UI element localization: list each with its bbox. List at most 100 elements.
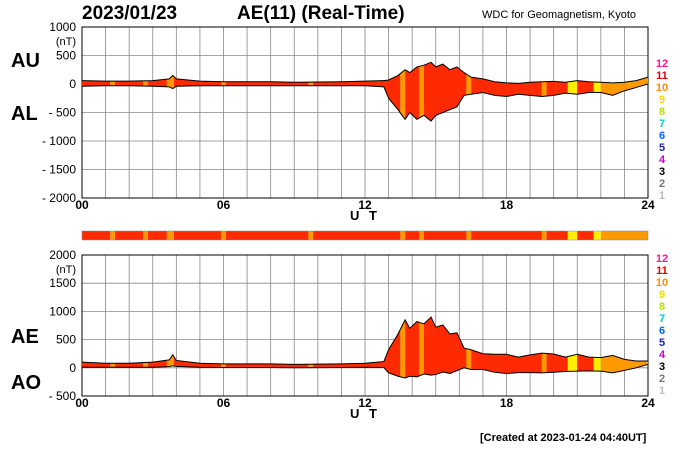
area-fill-segment xyxy=(166,317,174,378)
y-tick-label: 500 xyxy=(56,49,76,63)
level-legend-label: 1 xyxy=(659,385,665,397)
x-tick-label: 06 xyxy=(217,396,231,410)
x-axis-label: U T xyxy=(350,208,380,223)
y-tick-label: 500 xyxy=(56,333,76,347)
area-fill-segment xyxy=(173,317,222,378)
y-tick-label: - 500 xyxy=(49,389,77,403)
level-legend-label: 6 xyxy=(659,130,665,142)
area-fill-segment xyxy=(400,62,406,122)
indicator-segment xyxy=(313,231,401,240)
area-fill-segment xyxy=(593,317,601,378)
indicator-segment xyxy=(593,231,601,240)
area-fill-segment xyxy=(593,62,601,122)
indicator-segment xyxy=(471,231,542,240)
ao-series-line xyxy=(82,363,649,379)
level-legend-label: 2 xyxy=(659,373,665,385)
source-label: WDC for Geomagnetism, Kyoto xyxy=(482,9,637,21)
plot-frame xyxy=(81,254,649,397)
created-timestamp: [Created at 2023-01-24 04:40UT] xyxy=(480,432,647,444)
indicator-segment xyxy=(541,231,547,240)
area-fill-segment xyxy=(225,317,309,378)
level-legend-label: 7 xyxy=(659,313,665,325)
indicator-segment xyxy=(423,231,467,240)
level-legend-label: 4 xyxy=(659,154,666,166)
level-legend-label: 1 xyxy=(659,190,665,202)
indicator-segment xyxy=(567,231,578,240)
y-tick-label: 2000 xyxy=(49,248,76,262)
area-fill-segment xyxy=(419,317,424,378)
indicator-segment xyxy=(82,231,111,240)
x-tick-label: 24 xyxy=(641,198,655,212)
indicator-segment xyxy=(600,231,648,240)
area-fill-segment xyxy=(405,62,420,122)
indicator-segment xyxy=(466,231,472,240)
indicator-segment xyxy=(221,231,226,240)
ae-label: AE xyxy=(11,326,39,348)
area-fill-segment xyxy=(110,317,116,378)
area-fill-segment xyxy=(577,317,594,378)
area-fill-segment xyxy=(400,317,406,378)
indicator-segment xyxy=(577,231,594,240)
area-fill-segment xyxy=(567,317,578,378)
y-tick-label: - 2000 xyxy=(42,191,76,205)
x-tick-label: 12 xyxy=(358,198,372,212)
level-legend-label: 3 xyxy=(659,361,665,373)
chart-title: AE(11) (Real-Time) xyxy=(237,3,405,24)
level-legend-label: 12 xyxy=(656,58,668,70)
area-fill-segment xyxy=(541,62,547,122)
x-tick-label: 18 xyxy=(500,396,514,410)
level-legend-label: 5 xyxy=(659,337,665,349)
x-tick-label: 12 xyxy=(358,396,372,410)
y-tick-label: - 1000 xyxy=(42,134,76,148)
indicator-segment xyxy=(143,231,149,240)
area-fill-segment xyxy=(466,62,472,122)
area-fill-segment xyxy=(466,317,472,378)
indicator-segment xyxy=(546,231,568,240)
area-fill-segment xyxy=(143,317,149,378)
y-tick-label: 1500 xyxy=(49,276,76,290)
plot-frame xyxy=(81,26,649,199)
indicator-segment xyxy=(166,231,174,240)
x-axis-label: U T xyxy=(350,406,380,421)
x-tick-label: 00 xyxy=(75,198,89,212)
level-legend-label: 5 xyxy=(659,142,665,154)
level-legend-label: 8 xyxy=(659,106,665,118)
ao-label: AO xyxy=(11,372,41,394)
level-legend-label: 11 xyxy=(656,265,668,277)
area-fill-segment xyxy=(313,317,401,378)
y-tick-label: 0 xyxy=(69,77,76,91)
area-fill-segment xyxy=(405,317,420,378)
level-legend-label: 6 xyxy=(659,325,665,337)
area-fill-segment xyxy=(308,317,314,378)
level-legend-label: 12 xyxy=(656,253,668,265)
area-fill-segment xyxy=(419,62,424,122)
al-label: AL xyxy=(11,103,38,125)
x-tick-label: 00 xyxy=(75,396,89,410)
level-legend-label: 9 xyxy=(659,94,665,106)
date-label: 2023/01/23 xyxy=(82,3,178,24)
level-legend-label: 8 xyxy=(659,301,665,313)
level-legend-label: 3 xyxy=(659,166,665,178)
y-tick-label: 1000 xyxy=(49,20,76,34)
indicator-frame xyxy=(81,230,649,241)
x-tick-label: 24 xyxy=(641,396,655,410)
level-legend-label: 9 xyxy=(659,289,665,301)
indicator-segment xyxy=(308,231,314,240)
level-legend-label: 7 xyxy=(659,118,665,130)
area-fill-segment xyxy=(541,317,547,378)
ae-series-line xyxy=(81,316,648,365)
y-tick-label: 1000 xyxy=(49,304,76,318)
y-tick-label: 0 xyxy=(69,361,76,375)
x-tick-label: 06 xyxy=(217,198,231,212)
level-legend-label: 10 xyxy=(656,82,668,94)
level-legend-label: 10 xyxy=(656,277,668,289)
level-legend-label: 11 xyxy=(656,70,668,82)
au-series-line xyxy=(81,61,649,84)
y-unit-label: (nT) xyxy=(56,264,76,276)
x-tick-label: 18 xyxy=(500,198,514,212)
level-legend-label: 4 xyxy=(659,349,666,361)
indicator-segment xyxy=(110,231,116,240)
indicator-segment xyxy=(419,231,424,240)
indicator-segment xyxy=(225,231,309,240)
